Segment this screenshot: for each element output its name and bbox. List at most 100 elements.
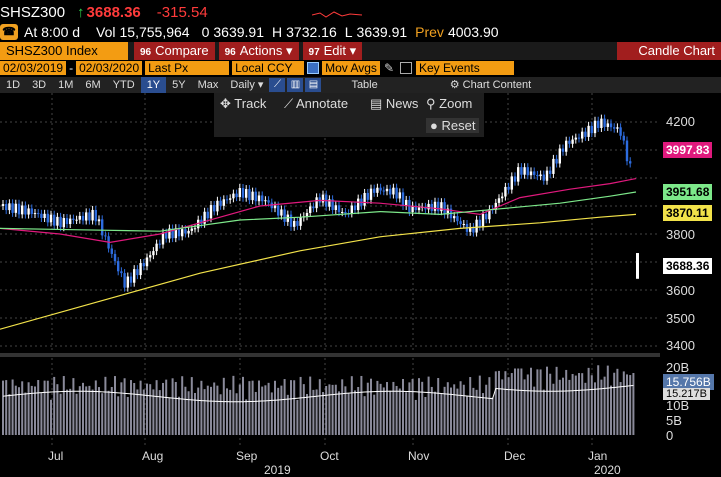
- candle-body: [264, 200, 267, 202]
- crosshair-icon: ✥: [220, 96, 231, 111]
- candle-body: [283, 209, 286, 222]
- volume-bar: [443, 386, 446, 435]
- period-1d[interactable]: 1D: [6, 79, 21, 91]
- bar-chart-icon[interactable]: ▥: [287, 78, 304, 92]
- line-chart-icon[interactable]: ⟋: [269, 78, 286, 92]
- candle-body: [37, 213, 40, 215]
- volume-bar: [341, 379, 344, 435]
- news-button[interactable]: ▤ News: [370, 96, 418, 112]
- volume-bar: [411, 378, 414, 435]
- up-arrow-icon: ↑: [77, 3, 85, 21]
- volume-bar: [181, 376, 184, 435]
- edit-pencil-icon[interactable]: ✎: [383, 61, 394, 75]
- volume-bar: [120, 382, 123, 435]
- volume-bar: [232, 375, 235, 435]
- mov-avgs-checkbox[interactable]: [307, 62, 320, 74]
- volume-bar: [133, 383, 136, 435]
- compare-label: Compare: [155, 43, 209, 58]
- candle-body: [334, 205, 337, 210]
- candle-body: [101, 219, 104, 236]
- chart-type-label[interactable]: Candle Chart: [617, 42, 721, 60]
- volume-bar: [261, 386, 264, 435]
- end-date-field[interactable]: 02/03/2020: [76, 61, 143, 75]
- price-chart[interactable]: [0, 93, 660, 445]
- currency-select[interactable]: Local CCY: [232, 61, 305, 75]
- volume-bar: [174, 381, 177, 435]
- period-1y[interactable]: 1Y: [140, 77, 167, 93]
- period-6m[interactable]: 6M: [85, 79, 101, 91]
- candle-body: [581, 131, 584, 139]
- volume-bar: [536, 369, 539, 435]
- panel-divider[interactable]: [0, 353, 660, 357]
- phone-icon[interactable]: ☎: [0, 24, 18, 40]
- candle-body: [315, 197, 318, 209]
- period-1m[interactable]: 1M: [58, 79, 74, 91]
- volume-bar: [94, 380, 97, 435]
- candle-body: [510, 176, 513, 190]
- candle-body: [440, 202, 443, 212]
- security-field[interactable]: SHSZ300 Index: [0, 42, 128, 60]
- candle-body: [389, 188, 392, 195]
- candle-body: [341, 211, 344, 213]
- edit-button[interactable]: 97 Edit ▾: [302, 42, 363, 60]
- candle-body: [289, 214, 293, 227]
- volume-bar: [258, 380, 260, 435]
- period-5y[interactable]: 5Y: [172, 79, 186, 91]
- candle-body: [97, 219, 101, 222]
- volume-bar: [56, 384, 59, 435]
- actions-button[interactable]: 96 Actions ▾: [218, 42, 299, 60]
- volume-bar: [194, 392, 196, 435]
- candle-body: [155, 243, 158, 252]
- period-max[interactable]: Max: [197, 79, 219, 91]
- candle-body: [59, 216, 62, 228]
- edit-number: 97: [308, 47, 320, 58]
- volume-bar: [408, 382, 411, 435]
- news-label: News: [385, 96, 419, 111]
- candle-body: [72, 218, 75, 221]
- volume-bar: [197, 387, 200, 435]
- volume-bar: [110, 386, 113, 435]
- candle-body: [174, 228, 177, 239]
- candle-body: [88, 212, 91, 221]
- volume-bar: [501, 379, 504, 435]
- volume-bar: [43, 380, 46, 435]
- interval-select[interactable]: Daily ▾: [230, 79, 264, 91]
- start-date-field[interactable]: 02/03/2019: [0, 61, 67, 75]
- candle-body: [142, 263, 145, 267]
- period-3d[interactable]: 3D: [32, 79, 47, 91]
- chart-content-button[interactable]: ⚙ Chart Content: [444, 77, 537, 93]
- volume-bar: [155, 380, 158, 435]
- volume-bar: [533, 386, 536, 435]
- table-button[interactable]: Table: [351, 79, 378, 91]
- volume-bar: [312, 389, 315, 435]
- candle-body: [200, 219, 203, 224]
- candle-body: [190, 228, 193, 231]
- candle-body: [552, 158, 555, 174]
- period-ytd[interactable]: YTD: [112, 79, 135, 91]
- annotate-button[interactable]: ⟋ Annotate: [284, 96, 348, 112]
- volume-bar: [594, 382, 596, 435]
- volume-bar: [434, 391, 436, 435]
- volume-bar: [366, 382, 369, 435]
- volume-bar: [357, 387, 360, 435]
- candle-body: [350, 205, 353, 214]
- candle-body: [187, 230, 190, 234]
- compare-button[interactable]: 96 Compare: [134, 42, 215, 60]
- candle-body: [619, 127, 622, 136]
- key-events-checkbox[interactable]: [400, 62, 412, 74]
- candle-body: [312, 206, 315, 209]
- volume-bar: [558, 379, 561, 435]
- zoom-button[interactable]: ⚲ Zoom: [426, 96, 472, 112]
- price-field-select[interactable]: Last Px: [145, 61, 230, 75]
- volume-bar: [453, 384, 456, 435]
- volume-bar: [459, 381, 462, 435]
- chart-style-icon[interactable]: ▤: [305, 78, 322, 92]
- reset-button[interactable]: ● Reset: [426, 118, 480, 133]
- volume-bar: [5, 380, 8, 435]
- volume-bar: [59, 393, 62, 435]
- track-button[interactable]: ✥ Track: [220, 96, 266, 112]
- volume-bar: [107, 390, 110, 435]
- volume-bar: [386, 382, 388, 435]
- volume-bar: [571, 373, 574, 435]
- candle-body: [603, 118, 606, 127]
